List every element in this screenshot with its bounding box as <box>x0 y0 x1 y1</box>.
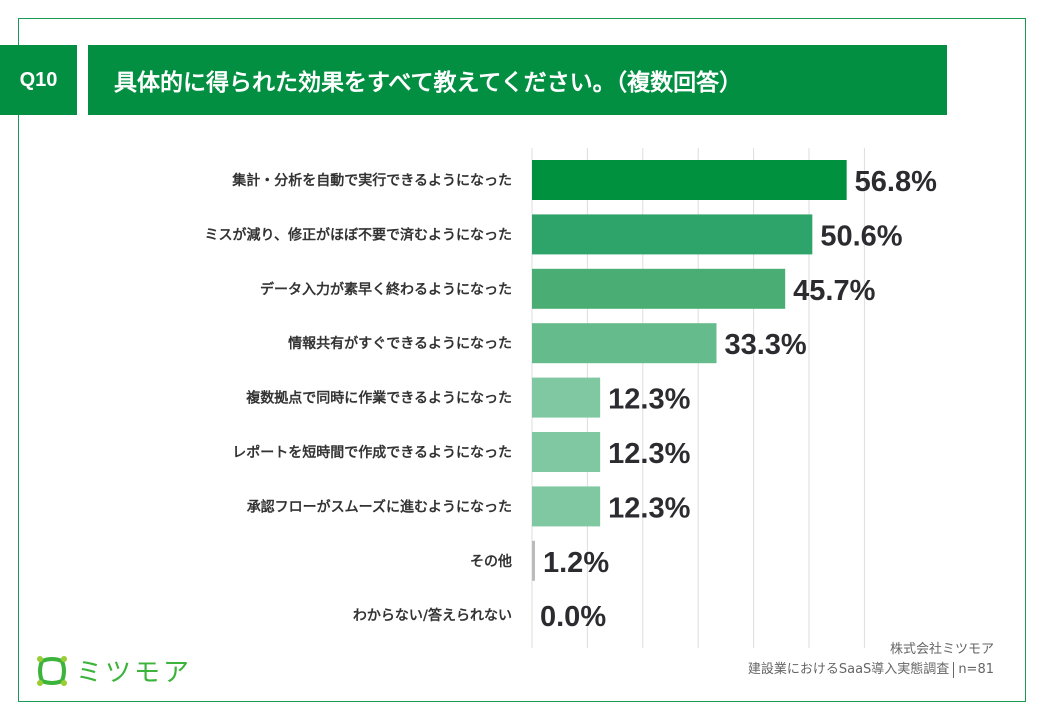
category-label: その他 <box>470 553 512 570</box>
bar <box>532 323 717 364</box>
survey-name: 建設業におけるSaaS導入実態調査 <box>747 662 950 677</box>
data-label: 12.3% <box>608 438 690 470</box>
category-label: 承認フローがスムーズに進むようになった <box>247 498 512 515</box>
bar <box>532 540 535 581</box>
data-label: 45.7% <box>793 275 875 307</box>
category-label: 情報共有がすぐできるようになった <box>288 335 512 352</box>
bar <box>532 214 813 255</box>
data-label: 12.3% <box>608 384 690 416</box>
category-label: データ入力が素早く終わるようになった <box>260 281 512 298</box>
bar <box>532 160 847 200</box>
data-label: 12.3% <box>608 492 690 524</box>
credit: 株式会社ミツモア 建設業におけるSaaS導入実態調査 n=81 <box>748 640 994 680</box>
data-label: 1.2% <box>543 547 609 579</box>
data-label: 50.6% <box>820 220 902 252</box>
sample-size: n=81 <box>958 662 994 677</box>
chart-frame <box>18 18 1026 702</box>
bar <box>532 268 786 309</box>
question-number: Q10 <box>0 45 77 115</box>
bar <box>532 377 601 418</box>
brand-logo: ミツモア <box>36 652 192 689</box>
category-label: 複数拠点で同時に作業できるようになった <box>245 390 512 407</box>
data-label: 56.8% <box>855 166 937 198</box>
category-label: 集計・分析を自動で実行できるようになった <box>231 172 512 189</box>
bar <box>532 432 601 472</box>
data-label: 0.0% <box>540 601 606 633</box>
company-name: 株式会社ミツモア <box>889 642 994 657</box>
logo-icon <box>37 655 67 686</box>
category-label: わからない/答えられない <box>353 607 512 624</box>
category-label: ミスが減り、修正がほぼ不要で済むようになった <box>205 226 512 243</box>
chart-title: 具体的に得られた効果をすべて教えてください。（複数回答） <box>88 45 947 115</box>
bar <box>532 486 601 527</box>
brand-name: ミツモア <box>76 658 193 688</box>
data-label: 33.3% <box>724 329 806 361</box>
category-label: レポートを短時間で作成できるようになった <box>232 444 512 461</box>
